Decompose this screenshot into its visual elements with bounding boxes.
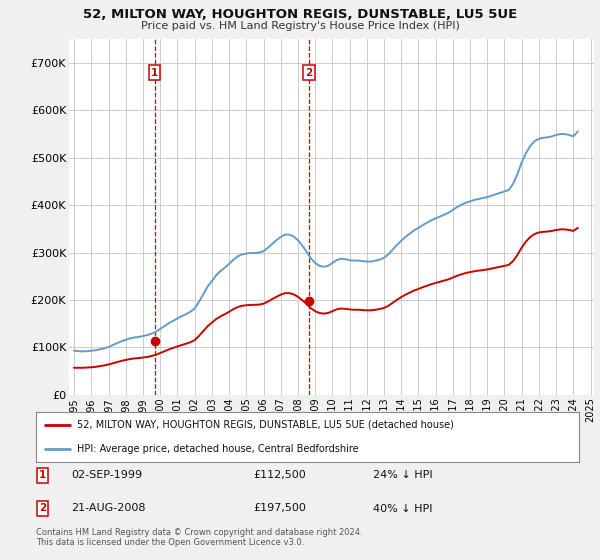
Text: 24% ↓ HPI: 24% ↓ HPI <box>373 470 432 480</box>
Text: Price paid vs. HM Land Registry's House Price Index (HPI): Price paid vs. HM Land Registry's House … <box>140 21 460 31</box>
Text: 1: 1 <box>151 68 158 78</box>
Text: 52, MILTON WAY, HOUGHTON REGIS, DUNSTABLE, LU5 5UE (detached house): 52, MILTON WAY, HOUGHTON REGIS, DUNSTABL… <box>77 419 454 430</box>
Text: £112,500: £112,500 <box>253 470 306 480</box>
Text: 02-SEP-1999: 02-SEP-1999 <box>71 470 142 480</box>
Text: HPI: Average price, detached house, Central Bedfordshire: HPI: Average price, detached house, Cent… <box>77 444 358 454</box>
Text: 2: 2 <box>39 503 46 514</box>
Text: 40% ↓ HPI: 40% ↓ HPI <box>373 503 432 514</box>
Text: 52, MILTON WAY, HOUGHTON REGIS, DUNSTABLE, LU5 5UE: 52, MILTON WAY, HOUGHTON REGIS, DUNSTABL… <box>83 8 517 21</box>
Text: 21-AUG-2008: 21-AUG-2008 <box>71 503 146 514</box>
Text: 2: 2 <box>305 68 313 78</box>
Text: £197,500: £197,500 <box>253 503 306 514</box>
Text: Contains HM Land Registry data © Crown copyright and database right 2024.
This d: Contains HM Land Registry data © Crown c… <box>36 528 362 547</box>
Text: 1: 1 <box>39 470 46 480</box>
